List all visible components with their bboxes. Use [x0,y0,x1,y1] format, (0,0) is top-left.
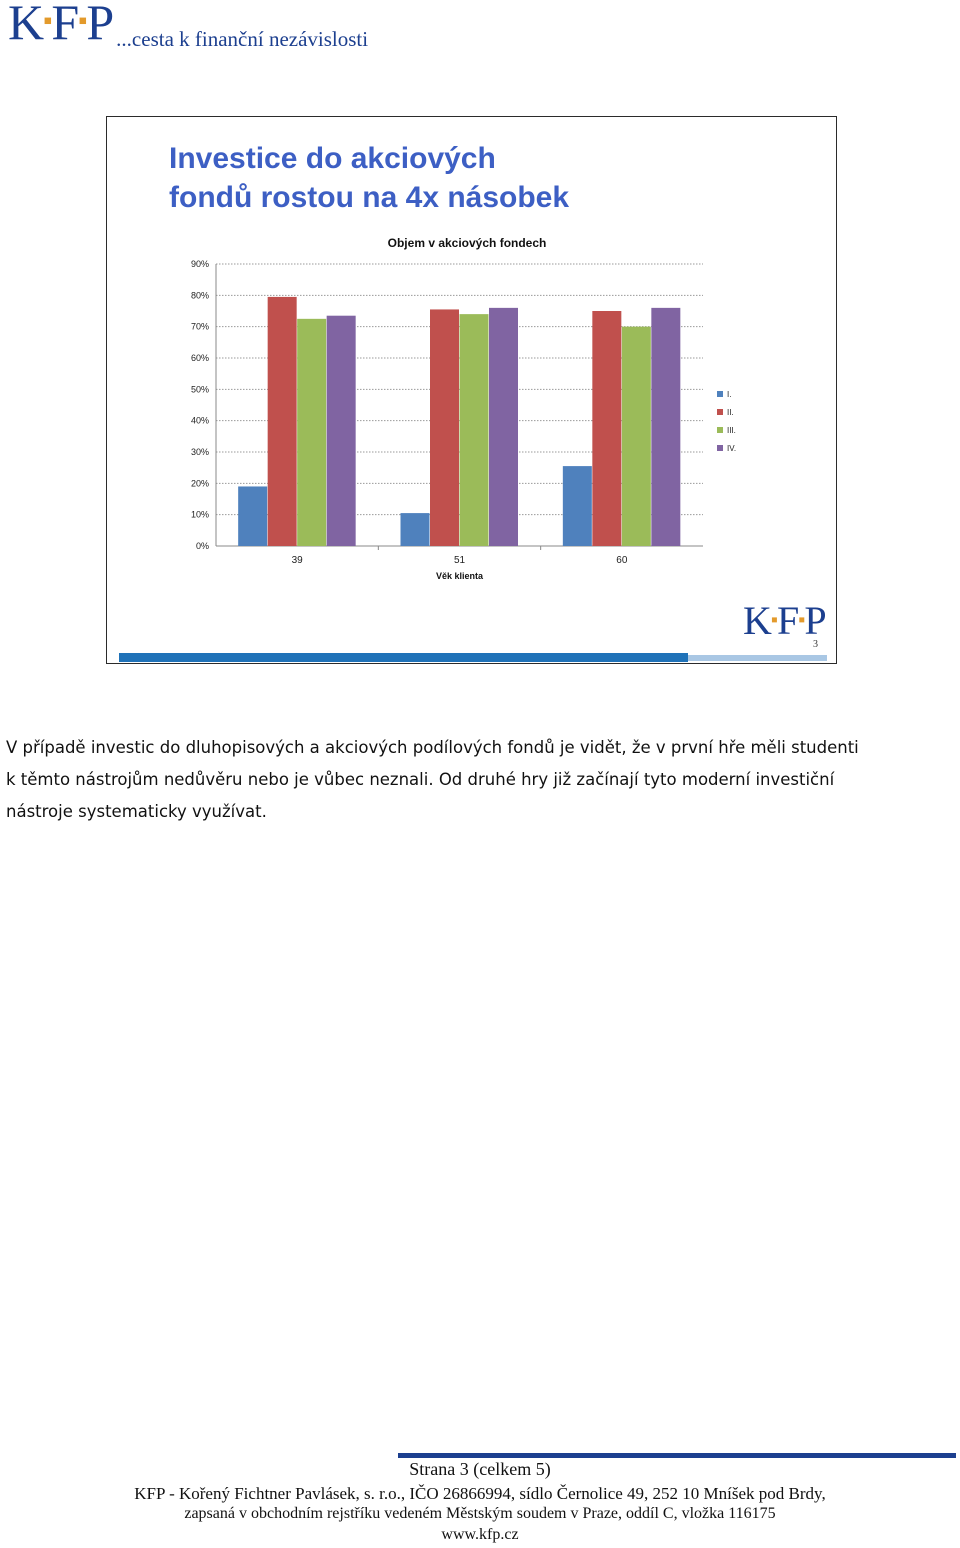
legend-label: IV. [727,444,736,453]
bar [238,486,268,546]
y-tick-label: 90% [191,259,209,269]
x-tick-label: 51 [454,555,466,566]
slide-title-line: Investice do akciových [169,142,496,175]
legend-label: III. [727,426,736,435]
footer-company: KFP - Kořený Fichtner Pavlásek, s. r.o.,… [134,1484,826,1503]
legend-label: I. [727,390,731,399]
slide-title-line: fondů rostou na 4x násobek [169,181,570,214]
chart-svg: Objem v akciových fondech 0% 10% 20% 30% 40% 5… [191,236,736,581]
presentation-slide: Investice do akciových fondů rostou na 4… [106,116,837,664]
y-tick-label: 10% [191,510,209,520]
bar [459,314,489,546]
x-tick-label: 60 [616,555,628,566]
body-paragraph: V případě investic do dluhopisových a ak… [6,732,946,828]
slide-logo: K▪F▪P [743,598,827,643]
legend-swatch [717,409,723,415]
legend-label: II. [727,408,734,417]
x-tick-label: 39 [292,555,304,566]
logo-wordmark: K▪F▪P [8,0,114,50]
bar [297,318,327,546]
y-tick-label: 30% [191,447,209,457]
slide-page-number: 3 [813,639,818,650]
y-tick-label: 70% [191,322,209,332]
bar-chart: Objem v akciových fondech 0% 10% 20% 30% 40% 5… [162,225,772,595]
bar [267,296,297,546]
footer-website[interactable]: www.kfp.cz [441,1526,519,1543]
bar [400,513,430,546]
y-tick-label: 80% [191,290,209,300]
y-tick-label: 60% [191,353,209,363]
legend-swatch [717,445,723,451]
x-axis-label: Věk klienta [436,571,484,581]
bar [489,307,518,546]
header-logo: K▪F▪P ...cesta k finanční nezávislosti [8,0,369,56]
paragraph-line: V případě investic do dluhopisových a ak… [6,738,859,757]
bar [562,466,592,546]
slide-title: Investice do akciových fondů rostou na 4… [169,139,569,217]
slide-footer-bar-accent [688,655,827,661]
paragraph-line: nástroje systematicky využívat. [6,802,267,821]
legend-swatch [717,391,723,397]
paragraph-line: k těmto nástrojům nedůvěru nebo je vůbec… [6,770,835,789]
legend-swatch [717,427,723,433]
bar [651,307,681,546]
chart-title: Objem v akciových fondech [388,236,547,250]
y-tick-label: 0% [196,541,209,551]
y-tick-label: 20% [191,478,209,488]
footer-rule [398,1453,956,1458]
footer-registry: zapsaná v obchodním rejstříku vedeném Mě… [184,1505,776,1522]
slide-footer-bar [119,653,688,662]
y-tick-label: 50% [191,384,209,394]
bar [430,309,459,546]
logo-motto: ...cesta k finanční nezávislosti [116,27,369,51]
y-tick-label: 40% [191,416,209,426]
footer-page-number: Strana 3 (celkem 5) [409,1459,551,1479]
bar [621,326,651,546]
bar [326,315,356,546]
bar [592,311,622,546]
